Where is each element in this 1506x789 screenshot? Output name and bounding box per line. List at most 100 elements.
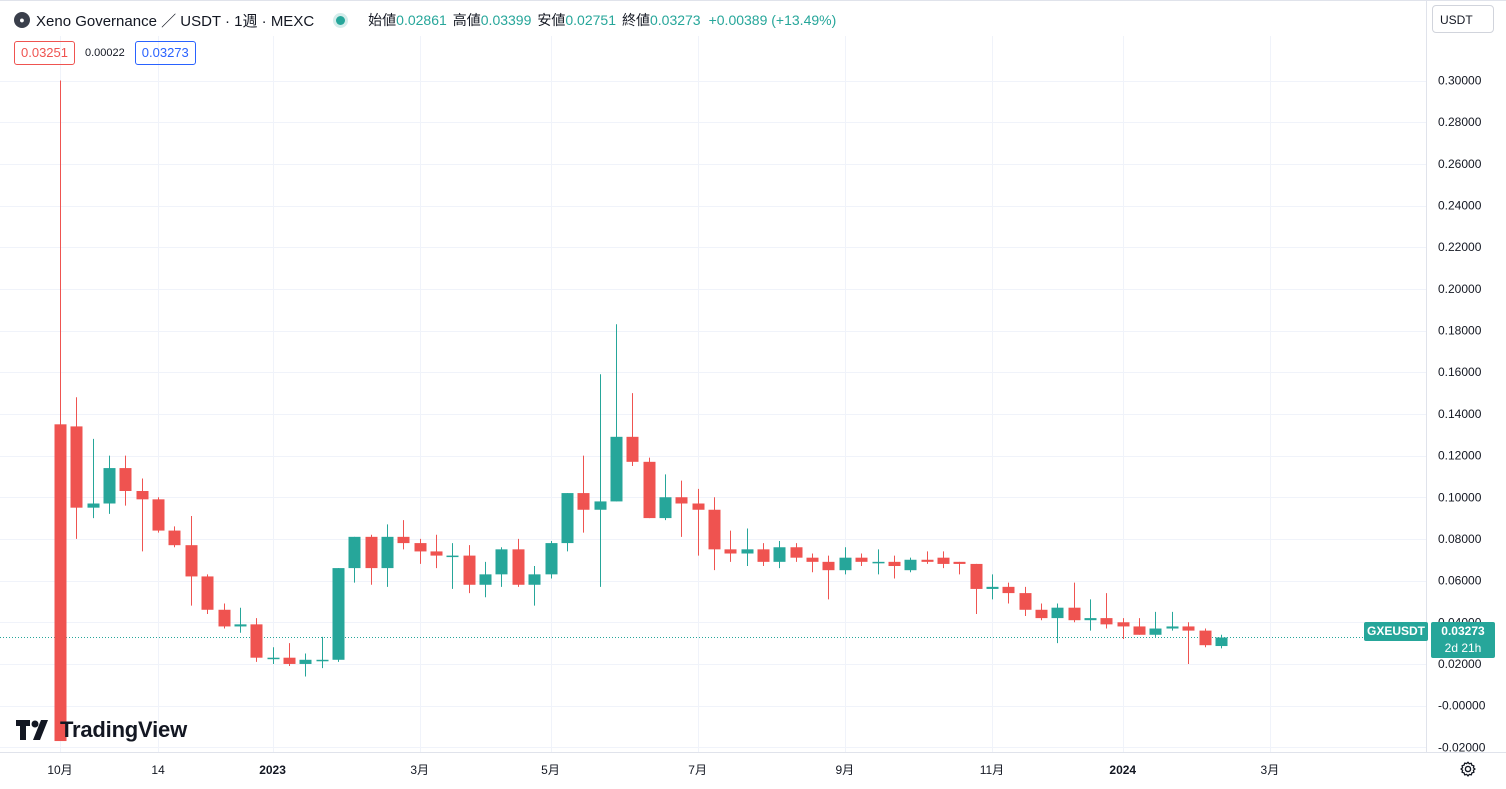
buy-price-button[interactable]: 0.03273	[134, 41, 196, 65]
candle-body	[446, 555, 459, 558]
candle-body	[299, 659, 312, 664]
low-value: 0.02751	[565, 12, 616, 28]
price-tick-label: 0.18000	[1438, 324, 1482, 338]
time-tick-label: 2024	[1109, 763, 1136, 777]
last-price-value: 0.03273	[1441, 624, 1485, 638]
sell-price-button[interactable]: 0.03251	[14, 41, 75, 65]
candle-body	[708, 509, 721, 550]
candle-body	[577, 493, 590, 510]
candle-body	[201, 576, 214, 610]
candle-body	[267, 657, 280, 660]
price-tick-label: 0.30000	[1438, 74, 1482, 88]
low-label: 安値	[537, 12, 566, 28]
close-label: 終値	[621, 12, 650, 28]
candle-body	[561, 493, 574, 544]
price-tick-label: 0.20000	[1438, 282, 1482, 296]
candle-body	[1133, 626, 1146, 635]
candle-body	[790, 547, 803, 558]
price-tick-label: 0.12000	[1438, 449, 1482, 463]
candle-body	[1051, 607, 1064, 619]
price-tick-label: 0.16000	[1438, 365, 1482, 379]
candle-body	[185, 545, 198, 577]
candle-body	[168, 530, 181, 546]
candle-body	[986, 586, 999, 589]
candle-body	[54, 424, 67, 742]
symbol-price-tag: GXEUSDT	[1364, 622, 1428, 641]
candle-body	[218, 609, 231, 627]
tradingview-logo-icon	[16, 720, 48, 740]
candle-body	[234, 624, 247, 627]
last-price-tag: 0.03273 2d 21h	[1431, 622, 1495, 658]
open-value: 0.02861	[396, 12, 447, 28]
candle-body	[904, 559, 917, 571]
candle-body	[921, 559, 934, 562]
time-tick-label: 10月	[47, 763, 72, 777]
candle-body	[937, 557, 950, 564]
candle-body	[1215, 637, 1228, 647]
candle-body	[1035, 609, 1048, 619]
candle-body	[872, 561, 885, 564]
candle-body	[1117, 622, 1130, 627]
candle-body	[643, 461, 656, 519]
price-tick-label: 0.28000	[1438, 115, 1482, 129]
time-tick-label: 3月	[1261, 763, 1280, 777]
tradingview-logo-text: TradingView	[60, 717, 187, 742]
candle-body	[822, 561, 835, 571]
candle-body	[626, 436, 639, 462]
candle-body	[87, 503, 100, 508]
candle-body	[381, 536, 394, 569]
candle-body	[463, 555, 476, 585]
candle-body	[806, 557, 819, 562]
candle-body	[103, 468, 116, 504]
price-tick-label: 0.14000	[1438, 407, 1482, 421]
time-tick-label: 2023	[259, 763, 286, 777]
candle-body	[136, 490, 149, 500]
candle-body	[741, 549, 754, 554]
spread-value: 0.00022	[85, 47, 125, 59]
candle-body	[1149, 628, 1162, 635]
symbol-title[interactable]: Xeno Governance ／ USDT · 1週 · MEXC	[36, 12, 315, 30]
candle-body	[152, 499, 165, 531]
candle-body	[430, 551, 443, 556]
open-label: 始値	[368, 12, 397, 28]
candle-body	[414, 543, 427, 552]
candle-body	[970, 563, 983, 589]
candle-body	[545, 543, 558, 575]
candle-body	[332, 568, 345, 660]
candle-body	[495, 549, 508, 575]
candle-body	[397, 536, 410, 544]
tradingview-logo[interactable]: TradingView	[16, 717, 187, 743]
candle-body	[692, 503, 705, 510]
market-open-icon	[336, 15, 346, 25]
time-tick-label: 9月	[835, 763, 854, 777]
settings-gear-icon[interactable]	[1459, 760, 1477, 778]
candle-body	[1199, 630, 1212, 646]
price-tick-label: 0.22000	[1438, 240, 1482, 254]
candle-body	[610, 436, 623, 502]
candle-body	[70, 426, 83, 508]
time-tick-label: 11月	[980, 763, 1004, 777]
price-tick-label: 0.10000	[1438, 490, 1482, 504]
candle-body	[1182, 626, 1195, 631]
candle-body	[348, 536, 361, 569]
candle-body	[839, 557, 852, 571]
candle-body	[119, 468, 132, 491]
price-tick-label: 0.08000	[1438, 532, 1482, 546]
time-tick-label: 14	[151, 763, 165, 777]
currency-select[interactable]: USDT	[1432, 5, 1494, 33]
candle-body	[528, 574, 541, 585]
bar-countdown: 2d 21h	[1444, 641, 1482, 655]
candle-body	[659, 497, 672, 519]
change-value: +0.00389 (+13.49%)	[708, 12, 837, 28]
candle-body	[953, 561, 966, 564]
high-label: 高値	[452, 12, 481, 28]
candle-body	[512, 549, 525, 585]
candle-body	[1019, 593, 1032, 610]
price-tick-label: 0.26000	[1438, 157, 1482, 171]
candle-body	[316, 659, 329, 662]
candle-body	[479, 574, 492, 585]
close-value: 0.03273	[649, 12, 701, 28]
candle-body	[1166, 626, 1179, 629]
